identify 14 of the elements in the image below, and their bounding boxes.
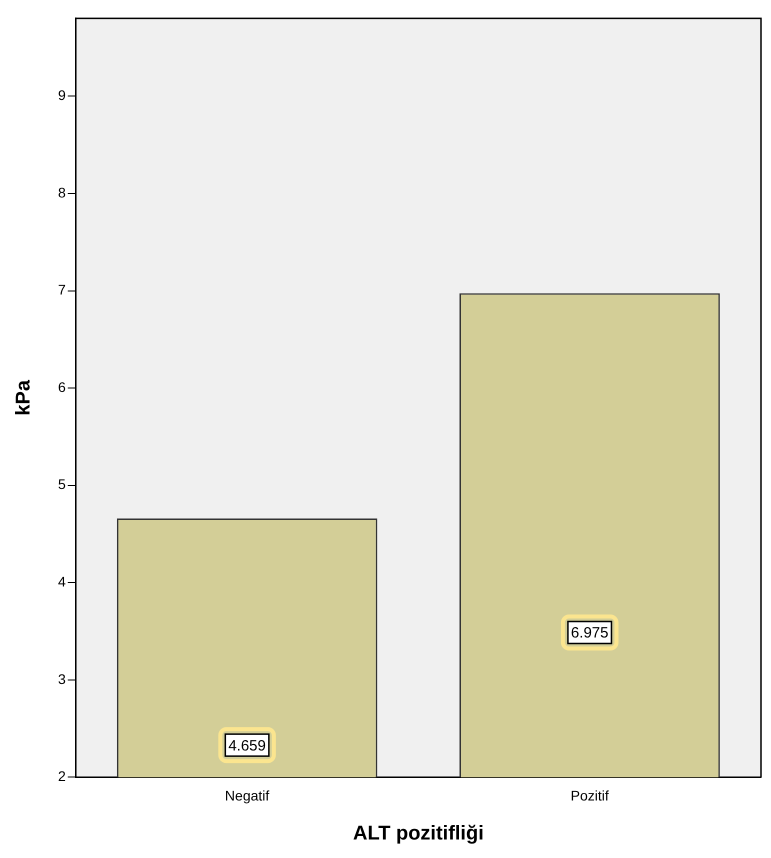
x-axis-title: ALT pozitifliği: [353, 822, 484, 845]
y-tick-label: 2: [58, 768, 66, 784]
y-axis-title: kPa: [12, 379, 35, 416]
y-tick-label: 5: [58, 476, 66, 492]
y-tick-label: 4: [58, 573, 66, 590]
data-label: 4.659: [228, 737, 266, 754]
data-label: 6.975: [570, 624, 608, 642]
y-tick-label: 8: [58, 184, 66, 200]
y-tick-label: 3: [58, 670, 66, 687]
x-tick-label: Pozitif: [570, 787, 609, 804]
y-tick-label: 9: [58, 87, 66, 104]
y-tick-label: 7: [58, 282, 66, 298]
x-tick-label: Negatif: [224, 787, 270, 804]
y-tick-label: 6: [58, 378, 66, 395]
